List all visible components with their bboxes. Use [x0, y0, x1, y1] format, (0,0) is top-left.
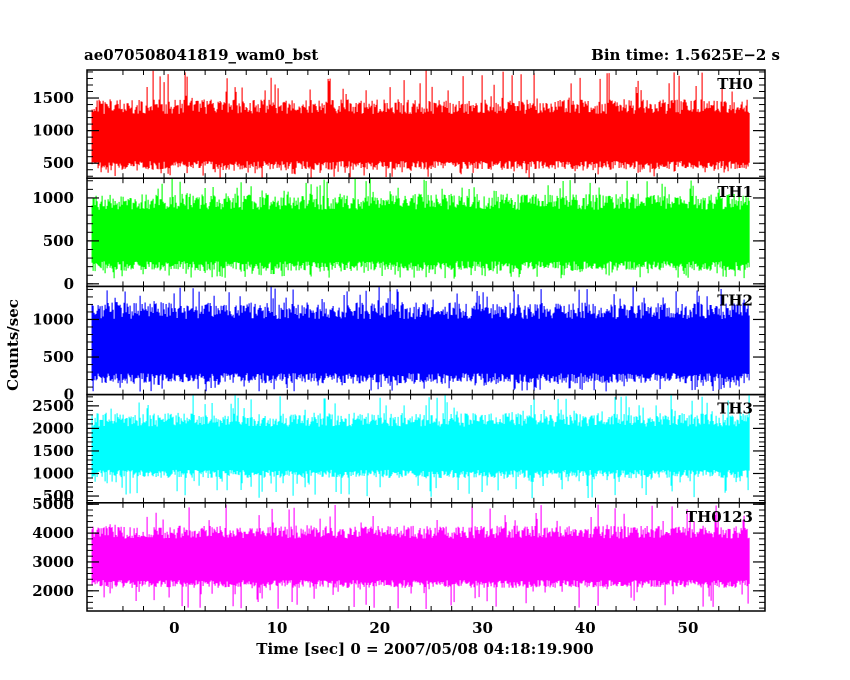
y-tick-label: 1500: [32, 442, 74, 460]
y-tick-label: 5000: [32, 495, 74, 513]
series-name-label: TH0: [717, 75, 753, 93]
y-tick-label: 1000: [32, 122, 74, 140]
y-tick-label: 500: [43, 154, 74, 172]
y-tick-label: 3000: [32, 553, 74, 571]
series-th2-curve: [91, 286, 750, 392]
y-tick-label: 1000: [32, 189, 74, 207]
series-th0-curve: [91, 70, 750, 178]
y-tick-label: 1500: [32, 89, 74, 107]
series-name-label: TH3: [717, 400, 753, 418]
x-axis-ticks: 0 10 20 30 40 50: [169, 619, 698, 637]
panel-th2: 0 500 1000 TH2: [32, 285, 766, 404]
y-tick-label: 500: [43, 487, 74, 505]
x-tick-label: 10: [267, 619, 288, 637]
panels-group: 500 1000 1500 TH0 0 500 1000 TH1 0 500 1000 TH2 500 1…: [32, 69, 766, 612]
panel-th0: 500 1000 1500 TH0: [32, 69, 766, 179]
series-name-label: TH0123: [686, 508, 753, 526]
y-tick-label: 0: [64, 386, 74, 404]
series-th1-curve: [91, 178, 750, 279]
x-tick-label: 40: [575, 619, 596, 637]
y-tick-label: 2000: [32, 419, 74, 437]
y-tick-label: 0: [64, 275, 74, 293]
series-name-label: TH1: [717, 183, 753, 201]
bin-time-label: Bin time: 1.5625E−2 s: [591, 46, 780, 64]
y-tick-label: 500: [43, 348, 74, 366]
x-tick-label: 0: [169, 619, 179, 637]
x-tick-label: 50: [678, 619, 699, 637]
series-name-label: TH2: [717, 291, 753, 309]
x-tick-label: 20: [369, 619, 390, 637]
y-tick-label: 1000: [32, 310, 74, 328]
y-tick-label: 500: [43, 232, 74, 250]
y-axis-label: Counts/sec: [4, 299, 22, 391]
y-tick-label: 4000: [32, 524, 74, 542]
panel-th3: 500 1000 1500 2000 2500 TH3: [32, 393, 766, 505]
y-tick-label: 1000: [32, 464, 74, 482]
panel-th1: 0 500 1000 TH1: [32, 177, 766, 293]
x-tick-label: 30: [472, 619, 493, 637]
series-th3-curve: [91, 394, 750, 499]
x-axis-label: Time [sec] 0 = 2007/05/08 04:18:19.900: [256, 640, 593, 658]
series-th0123-curve: [91, 504, 750, 609]
panel-frame: [86, 502, 766, 612]
y-tick-label: 2500: [32, 397, 74, 415]
panel-th0123: 2000 3000 4000 5000 TH0123: [32, 495, 766, 612]
plot-title: ae070508041819_wam0_bst: [84, 46, 318, 64]
y-tick-label: 2000: [32, 582, 74, 600]
